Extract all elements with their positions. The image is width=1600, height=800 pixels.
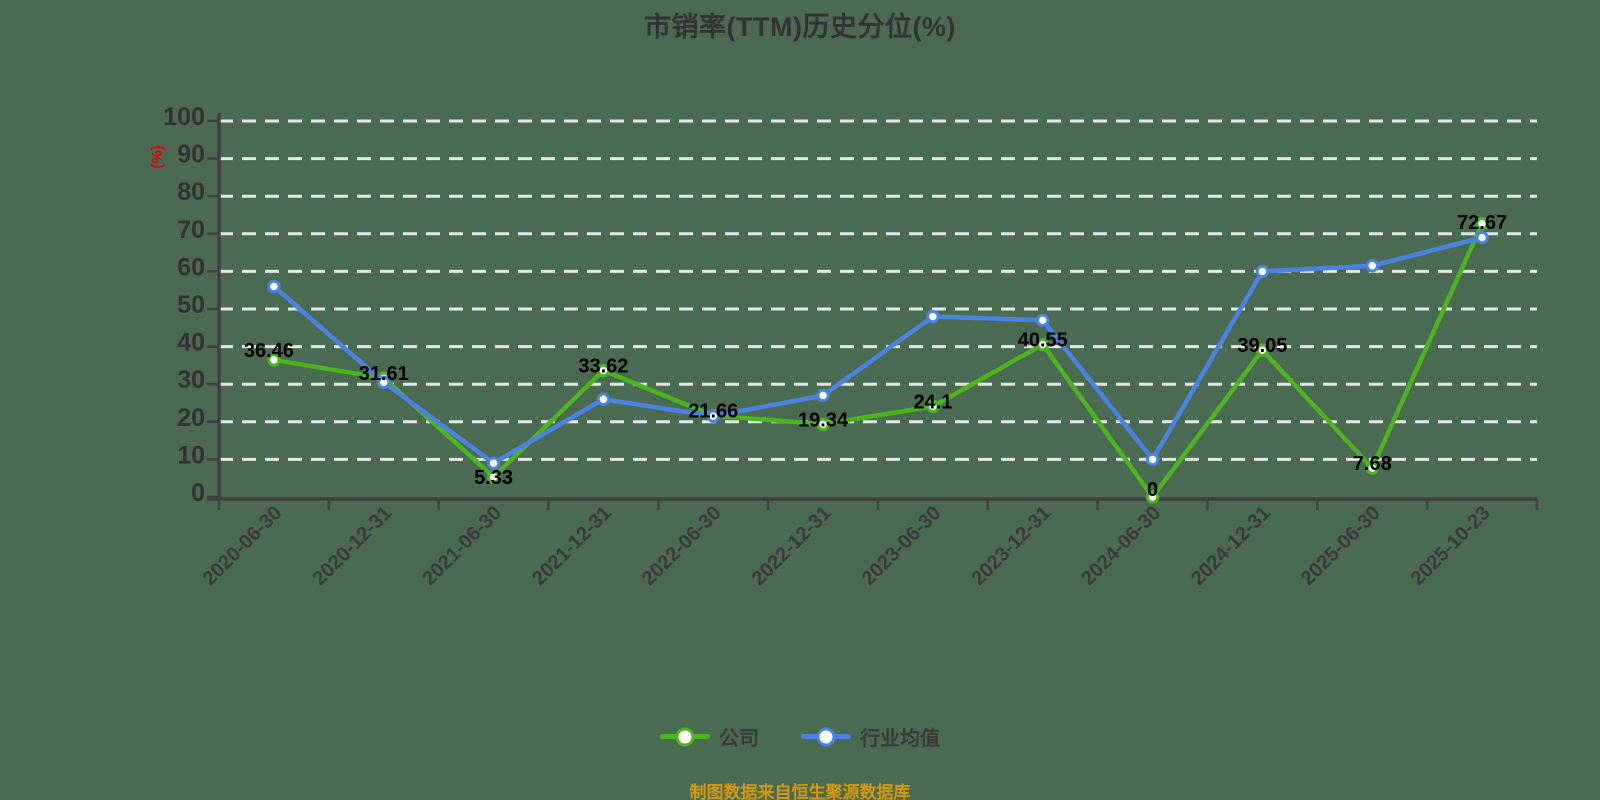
- data-point-marker: [1036, 313, 1050, 327]
- y-tick-label: 50: [177, 291, 205, 319]
- data-labels: 36.46 31.61 5.33 33.62 21.66 19.34 24.1 40.55 0 3…: [244, 212, 1507, 501]
- data-point-marker: [816, 388, 830, 403]
- data-point-label: 31.61: [359, 363, 409, 385]
- data-point-label: 24.1: [913, 391, 952, 413]
- y-tick-label: 30: [177, 366, 205, 394]
- x-tick-label: 2025-06-30: [1297, 502, 1385, 590]
- legend-item-company[interactable]: 公司: [660, 722, 759, 751]
- x-tick-label: 2024-06-30: [1077, 502, 1165, 590]
- y-tick-label: 100: [163, 103, 205, 131]
- data-point-marker: [596, 392, 611, 406]
- data-point-marker: [486, 456, 501, 470]
- data-point-label: 39.05: [1237, 335, 1287, 357]
- x-tick-label: 2021-06-30: [418, 502, 506, 590]
- data-point-marker: [926, 309, 940, 324]
- y-tick-label: 70: [177, 216, 205, 244]
- legend-label-company: 公司: [719, 728, 759, 750]
- data-point-marker: [1365, 461, 1379, 475]
- x-tick-label: 2023-06-30: [858, 502, 946, 590]
- x-tick-label: 2024-12-31: [1187, 502, 1275, 590]
- legend: 公司 行业均值: [0, 722, 1600, 751]
- y-tick-label: 40: [177, 329, 205, 357]
- x-tick-label: 2023-12-31: [967, 502, 1055, 590]
- data-point-marker: [267, 353, 281, 367]
- data-point-label: 36.46: [244, 340, 294, 362]
- data-point-label: 33.62: [578, 356, 628, 378]
- data-point-marker: [486, 470, 501, 484]
- chart-title: 市销率(TTM)历史分位(%): [644, 12, 956, 42]
- data-source-caption: 制图数据来自恒生聚源数据库: [689, 783, 911, 800]
- data-point-marker: [926, 399, 940, 414]
- data-point-label: 40.55: [1018, 330, 1068, 352]
- y-tick-label: 20: [177, 404, 205, 432]
- legend-label-industry-average: 行业均值: [860, 728, 940, 750]
- y-tick-label: 0: [191, 479, 205, 507]
- data-point-marker: [706, 409, 720, 423]
- data-point-marker: [816, 417, 830, 431]
- data-point-marker: [1475, 217, 1489, 231]
- y-tick-label: 80: [177, 178, 205, 206]
- x-axis: 2020-06-30 2020-12-31 2021-06-30 2021-12-31…: [199, 497, 1539, 590]
- data-point-label: 21.66: [688, 401, 738, 423]
- data-point-marker: [1145, 490, 1160, 504]
- data-point-marker: [1036, 337, 1050, 352]
- data-point-label: 19.34: [798, 409, 849, 431]
- data-point-marker: [1255, 264, 1270, 279]
- x-tick-label: 2022-12-31: [748, 502, 836, 590]
- data-point-marker: [1255, 343, 1270, 357]
- x-tick-label: 2020-12-31: [308, 502, 396, 590]
- data-point-marker: [1475, 230, 1489, 245]
- y-tick-label: 90: [177, 141, 205, 169]
- legend-item-industry-average[interactable]: 行业均值: [801, 722, 940, 751]
- data-point-marker: [596, 363, 611, 378]
- data-point-label: 5.33: [474, 467, 513, 489]
- x-tick-label: 2022-06-30: [638, 502, 726, 590]
- data-point-marker: [267, 279, 281, 294]
- x-tick-label: 2025-10-23: [1407, 502, 1495, 590]
- series-industry-average: [267, 230, 1489, 470]
- x-tick-label: 2020-06-30: [199, 502, 287, 590]
- x-tick-label: 2021-12-31: [528, 502, 616, 590]
- data-point-label: 0: [1147, 479, 1158, 501]
- company-line-icon: [660, 727, 710, 746]
- industry-line-icon: [801, 727, 851, 746]
- data-point-marker: [1145, 452, 1160, 467]
- data-point-marker: [1365, 259, 1379, 273]
- company-marker-icon: [675, 727, 695, 746]
- data-point-marker: [377, 375, 391, 390]
- y-tick-label: 60: [177, 253, 205, 281]
- y-tick-label: 10: [177, 441, 205, 469]
- y-axis: 0 10 20 30 40 50 60 70 80 90 100: [163, 103, 221, 507]
- data-point-label: 72.67: [1457, 212, 1507, 234]
- industry-marker-icon: [816, 727, 836, 746]
- data-point-label: 7.68: [1353, 453, 1392, 475]
